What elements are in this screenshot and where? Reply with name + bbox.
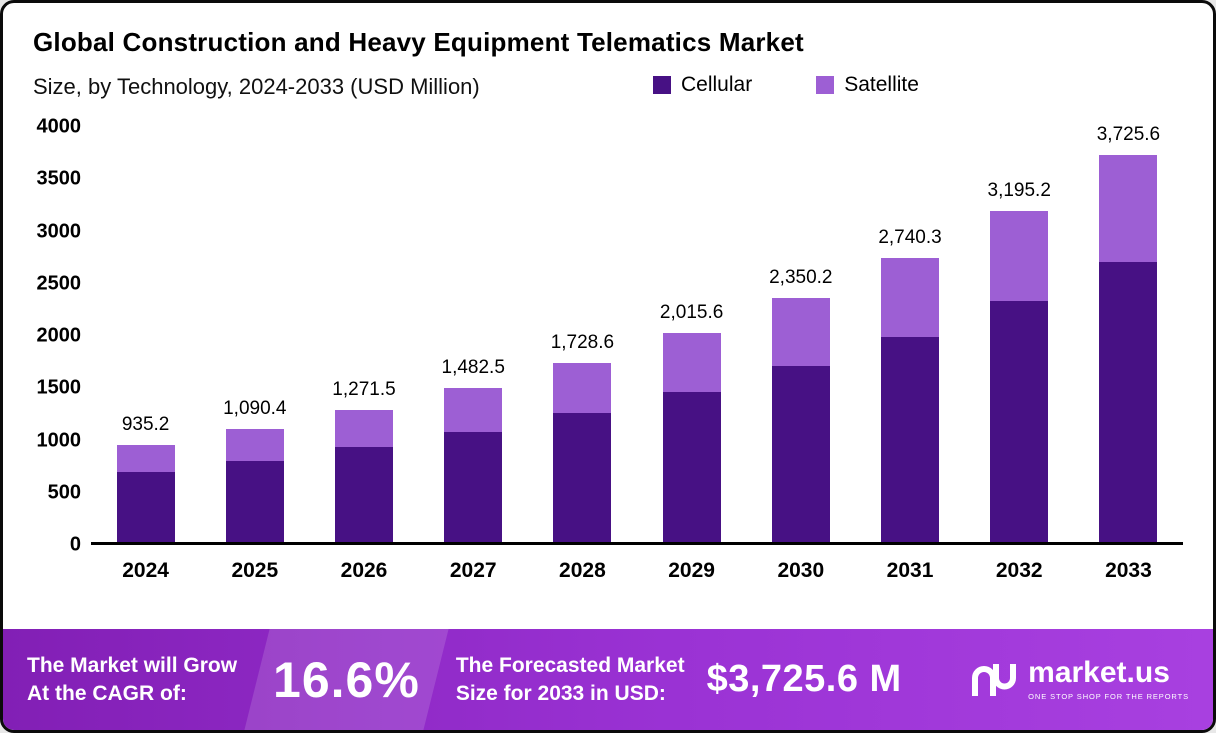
cellular-segment (335, 447, 393, 542)
stacked-bar-2032: 3,195.2 (988, 180, 1051, 542)
cellular-segment (444, 431, 503, 542)
y-axis-tick-label: 3500 (36, 167, 82, 190)
stacked-bar-2029: 2,015.6 (660, 302, 723, 542)
brand[interactable]: market.us ONE STOP SHOP FOR THE REPORTS (970, 658, 1189, 701)
cagr-label: The Market will Grow At the CAGR of: (27, 652, 237, 707)
satellite-segment (1099, 155, 1158, 262)
stacked-bar-2030: 2,350.2 (769, 267, 833, 542)
y-axis: 0 500 1000 1500 2000 2500 3000 3500 4000 (21, 116, 91, 556)
bar-column: 1,482.5 (419, 127, 528, 542)
cellular-swatch (653, 76, 671, 94)
cellular-segment (1099, 261, 1158, 542)
marketus-logo-icon (972, 663, 1017, 696)
y-axis-tick-label: 0 (69, 533, 81, 556)
brand-name: market.us (1028, 656, 1170, 689)
satellite-segment (553, 362, 612, 413)
bar-total-label: 1,271.5 (332, 379, 396, 401)
legend-item-cellular: Cellular (653, 73, 752, 97)
x-axis-year-label: 2027 (449, 559, 497, 582)
bar-total-label: 2,015.6 (659, 301, 724, 323)
x-axis-year-label: 2028 (559, 559, 606, 582)
bar-total-label: 935.2 (121, 413, 170, 435)
bar-column: 1,271.5 (309, 127, 418, 542)
bar-total-label: 2,740.3 (878, 226, 942, 248)
x-axis-year-label: 2031 (886, 559, 934, 582)
y-axis-tick-label: 1500 (36, 376, 82, 399)
y-axis-tick-label: 2500 (36, 272, 82, 295)
y-axis-tick-label: 3000 (36, 220, 82, 242)
forecast-value: $3,725.6 M (706, 658, 902, 700)
cagr-highlight: 16.6% (251, 629, 442, 730)
forecast-label-line1: The Forecasted Market (455, 654, 685, 678)
bar-column: 1,728.6 (528, 127, 637, 542)
x-axis-year-label: 2024 (122, 559, 169, 582)
cagr-value: 16.6% (273, 651, 420, 708)
satellite-segment (444, 388, 503, 432)
chart-subtitle: Size, by Technology, 2024-2033 (USD Mill… (33, 74, 480, 99)
stacked-bar-2028: 1,728.6 (551, 332, 614, 542)
bar-column: 2,015.6 (637, 127, 746, 542)
legend-label-satellite: Satellite (844, 73, 919, 96)
brand-tagline: ONE STOP SHOP FOR THE REPORTS (1028, 692, 1189, 701)
x-axis-year-label: 2029 (668, 559, 715, 582)
bar-column: 2,350.2 (746, 127, 855, 542)
satellite-segment (225, 428, 284, 462)
cagr-label-line2: At the CAGR of: (27, 681, 187, 705)
satellite-segment (116, 444, 175, 473)
bar-total-label: 3,725.6 (1096, 124, 1161, 146)
bar-total-label: 1,728.6 (550, 331, 615, 353)
chart-header: Global Construction and Heavy Equipment … (33, 27, 1183, 100)
bar-total-label: 3,195.2 (987, 179, 1051, 201)
satellite-swatch (816, 76, 835, 94)
satellite-segment (990, 210, 1049, 302)
bars-container: 935.2 1,090.4 1,271.5 1,482.5 1,728.6 2,015.6… (91, 124, 1183, 545)
bar-total-label: 1,090.4 (223, 397, 287, 419)
legend-item-satellite: Satellite (816, 73, 919, 97)
y-axis-tick-label: 1000 (36, 429, 82, 451)
x-axis-year-label: 2026 (340, 559, 388, 582)
cellular-segment (662, 391, 721, 542)
x-axis: 2024 2025 2026 2027 2028 2029 2030 2031 2032 2033 (91, 559, 1183, 583)
cellular-segment (990, 301, 1049, 542)
forecast-label: The Forecasted Market Size for 2033 in U… (456, 652, 685, 707)
satellite-segment (881, 257, 940, 337)
cellular-segment (771, 365, 830, 542)
bar-column: 935.2 (91, 127, 200, 542)
y-axis-tick-label: 2000 (36, 324, 82, 347)
y-axis-tick-label: 500 (47, 481, 81, 504)
x-axis-year-label: 2025 (231, 559, 279, 582)
bar-column: 3,725.6 (1074, 124, 1183, 542)
satellite-segment (335, 410, 393, 448)
y-axis-tick-label: 4000 (36, 115, 82, 138)
forecast-label-line2: Size for 2033 in USD: (455, 681, 666, 705)
stacked-bar-2027: 1,482.5 (442, 357, 505, 542)
stacked-bar-2033: 3,725.6 (1097, 124, 1160, 542)
stacked-bar-2025: 1,090.4 (223, 398, 287, 542)
legend-label-cellular: Cellular (681, 73, 753, 96)
stacked-bar-2024: 935.2 (116, 414, 175, 542)
chart-title: Global Construction and Heavy Equipment … (33, 27, 804, 57)
legend: Cellular Satellite (653, 73, 919, 97)
bar-column: 1,090.4 (200, 127, 309, 542)
stacked-bar-2026: 1,271.5 (332, 379, 396, 542)
x-axis-year-label: 2032 (995, 559, 1043, 582)
cellular-segment (881, 336, 940, 542)
x-axis-year-label: 2033 (1105, 559, 1152, 582)
satellite-segment (771, 298, 830, 366)
satellite-segment (662, 332, 721, 392)
cellular-segment (553, 412, 612, 542)
cellular-segment (225, 461, 284, 542)
brand-text: market.us ONE STOP SHOP FOR THE REPORTS (1028, 656, 1189, 702)
bar-total-label: 1,482.5 (441, 357, 505, 379)
bar-column: 2,740.3 (855, 127, 964, 542)
cellular-segment (116, 472, 175, 542)
stacked-bar-2031: 2,740.3 (878, 227, 942, 542)
bar-total-label: 2,350.2 (769, 267, 833, 289)
x-axis-year-label: 2030 (777, 559, 825, 582)
cagr-label-line1: The Market will Grow (27, 654, 238, 678)
bar-column: 3,195.2 (965, 127, 1074, 542)
plot-area: 0 500 1000 1500 2000 2500 3000 3500 4000 935.2 1,… (21, 116, 1183, 556)
banner: The Market will Grow At the CAGR of: 16.… (3, 629, 1213, 730)
